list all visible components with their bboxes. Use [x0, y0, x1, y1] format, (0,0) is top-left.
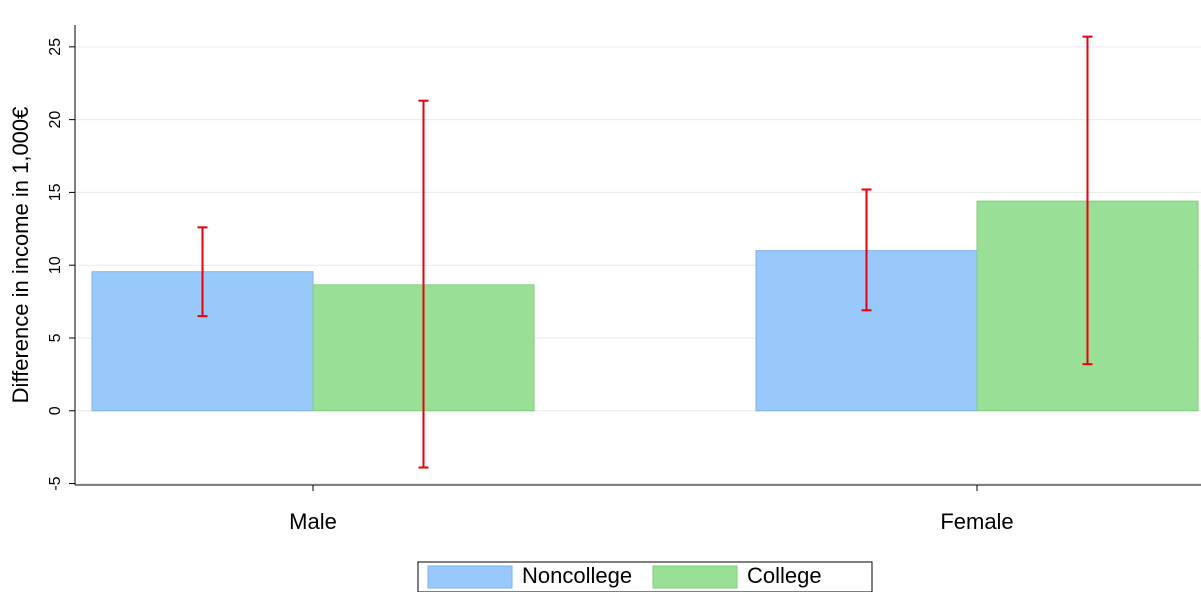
error-bar	[197, 226, 208, 318]
legend-swatch	[427, 565, 513, 589]
y-tick-label: 20	[47, 111, 64, 129]
y-tick-label: 25	[47, 38, 64, 56]
legend-label: Noncollege	[522, 563, 632, 588]
y-tick-label: -5	[47, 476, 64, 490]
error-bar	[861, 188, 872, 312]
x-tick-label: Female	[940, 509, 1013, 534]
x-tick-label: Male	[289, 509, 337, 534]
y-tick-label: 15	[47, 183, 64, 201]
y-tick-label: 10	[47, 256, 64, 274]
legend-label: College	[747, 563, 822, 588]
y-tick-label: 0	[47, 406, 64, 415]
legend-swatch	[652, 565, 738, 589]
error-bar	[418, 99, 429, 469]
y-tick-label: 5	[47, 333, 64, 342]
y-axis-title: Difference in income in 1,000€	[8, 107, 33, 404]
error-bar	[1082, 35, 1093, 366]
